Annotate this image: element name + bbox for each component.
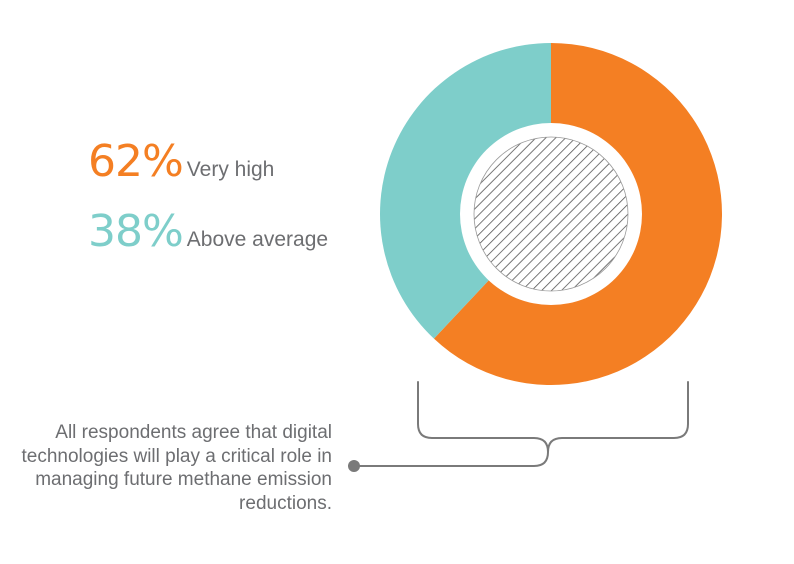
hatched-center	[473, 136, 629, 292]
very-high-label: Very high	[186, 158, 275, 181]
above-average-label: Above average	[186, 228, 329, 251]
bracket	[359, 381, 689, 467]
legend-above-average: 38% Above average	[88, 210, 328, 254]
annotation-text: All respondents agree that digital techn…	[21, 422, 332, 514]
above-average-percent: 38%	[88, 206, 184, 257]
very-high-percent: 62%	[88, 136, 184, 187]
bracket-dot	[348, 460, 360, 472]
legend-very-high: 62% Very high	[88, 140, 274, 184]
